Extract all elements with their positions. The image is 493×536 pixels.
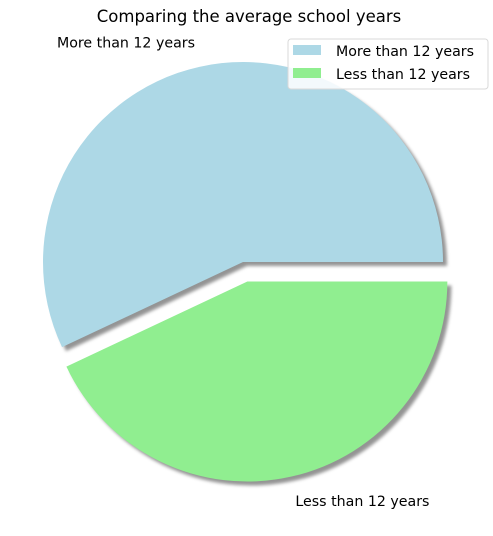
pie-slice-label-less-than-12-years: Less than 12 years [295,494,429,510]
legend-swatch-more-than-12-years [293,45,321,55]
legend-label-less-than-12-years: Less than 12 years [336,67,470,83]
chart-legend: More than 12 years Less than 12 years [287,38,489,90]
pie-slice-label-more-than-12-years: More than 12 years [57,35,195,51]
pie-label-layer: More than 12 years Less than 12 years [57,35,429,510]
legend-label-more-than-12-years: More than 12 years [336,44,474,60]
pie-slice-less-than-12-years [66,281,448,482]
pie-slice-layer [42,62,448,482]
legend-swatch-less-than-12-years [293,68,321,78]
chart-title: Comparing the average school years [97,7,402,26]
legend-frame [287,38,489,90]
pie-slice-more-than-12-years [42,62,443,348]
